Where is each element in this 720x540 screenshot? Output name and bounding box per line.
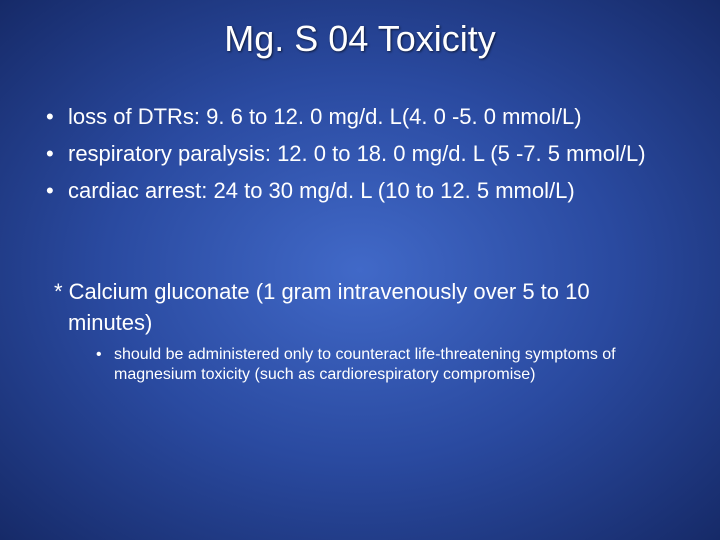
antidote-sublist: should be administered only to counterac…	[90, 345, 680, 387]
toxicity-list: loss of DTRs: 9. 6 to 12. 0 mg/d. L(4. 0…	[40, 100, 680, 207]
list-item: should be administered only to counterac…	[90, 345, 680, 387]
slide: Mg. S 04 Toxicity loss of DTRs: 9. 6 to …	[0, 0, 720, 540]
antidote-note: * Calcium gluconate (1 gram intravenousl…	[40, 277, 680, 339]
list-item: respiratory paralysis: 12. 0 to 18. 0 mg…	[40, 137, 680, 170]
list-item: loss of DTRs: 9. 6 to 12. 0 mg/d. L(4. 0…	[40, 100, 680, 133]
slide-title: Mg. S 04 Toxicity	[0, 0, 720, 60]
list-item: cardiac arrest: 24 to 30 mg/d. L (10 to …	[40, 174, 680, 207]
